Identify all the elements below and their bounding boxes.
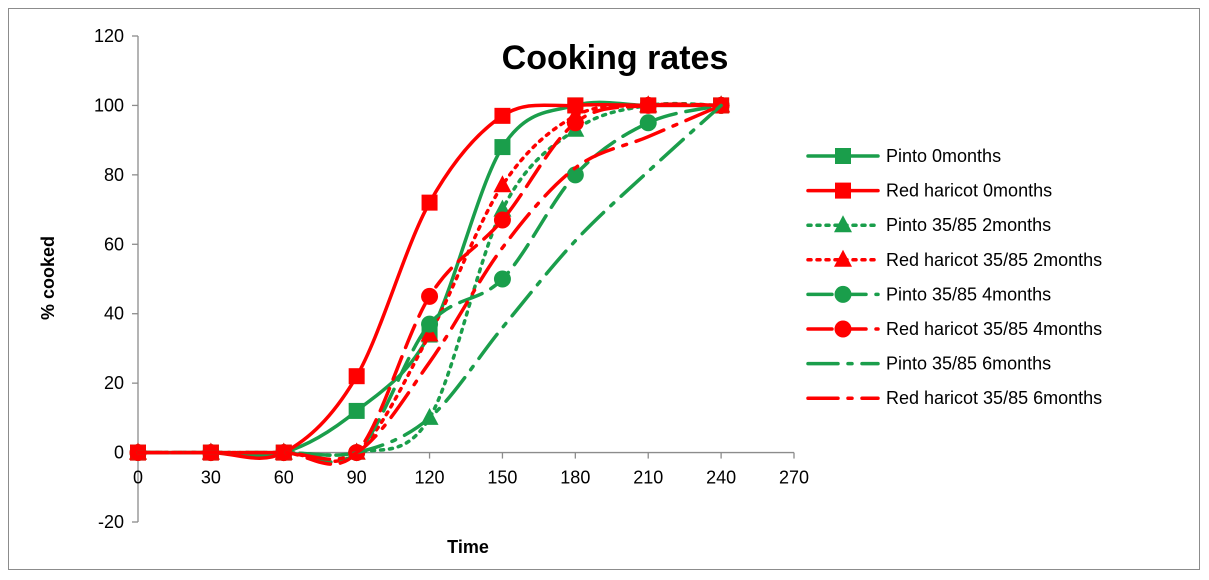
- chart-title: Cooking rates: [502, 39, 729, 77]
- data-point: [494, 139, 511, 156]
- series-2: [130, 97, 730, 461]
- legend-marker: [834, 249, 852, 267]
- x-tick-label: 240: [706, 468, 736, 488]
- data-point: [567, 97, 584, 114]
- x-tick-label: 180: [560, 468, 590, 488]
- x-tick-label: 0: [133, 468, 143, 488]
- x-tick-label: 90: [347, 468, 367, 488]
- legend-marker: [834, 215, 852, 233]
- data-point: [494, 107, 511, 124]
- y-tick-label: 0: [114, 443, 124, 463]
- data-point: [493, 211, 511, 229]
- x-tick-label: 210: [633, 468, 663, 488]
- x-tick-label: 150: [487, 468, 517, 488]
- y-tick-label: -20: [98, 512, 124, 532]
- legend-label: Pinto 35/85 6months: [886, 354, 1051, 374]
- legend-label: Pinto 0months: [886, 146, 1001, 166]
- series-5: [129, 96, 730, 464]
- legend-item: Red haricot 35/85 4months: [806, 319, 1102, 339]
- legend-item: Pinto 0months: [806, 146, 1001, 166]
- legend-label: Pinto 35/85 2months: [886, 215, 1051, 235]
- legend-marker: [834, 285, 852, 303]
- data-point: [348, 368, 365, 385]
- series-7: [136, 103, 723, 457]
- y-tick-label: 40: [104, 304, 124, 324]
- y-tick-label: 60: [104, 234, 124, 254]
- x-axis-title: Time: [447, 537, 489, 557]
- series-line: [136, 100, 723, 458]
- y-tick-label: 80: [104, 165, 124, 185]
- data-point: [639, 114, 657, 132]
- series-1: [130, 97, 730, 461]
- legend-item: Pinto 35/85 4months: [806, 284, 1051, 304]
- data-point: [421, 315, 439, 333]
- data-point: [493, 270, 511, 288]
- data-point: [420, 324, 439, 342]
- legend-item: Red haricot 35/85 6months: [806, 388, 1102, 408]
- series-line: [136, 102, 723, 463]
- legend-marker: [834, 320, 852, 338]
- legend-label: Red haricot 35/85 4months: [886, 319, 1102, 339]
- legend-item: Red haricot 0months: [806, 181, 1052, 201]
- series-4: [129, 95, 731, 463]
- x-tick-label: 270: [779, 468, 809, 488]
- data-point: [493, 175, 512, 193]
- data-point: [566, 166, 584, 184]
- data-point: [566, 114, 584, 132]
- data-point: [421, 287, 439, 305]
- legend-item: Red haricot 35/85 2months: [806, 249, 1102, 270]
- series-3: [129, 95, 731, 460]
- legend: Pinto 0months Red haricot 0months Pinto 35…: [806, 146, 1102, 408]
- x-tick-label: 30: [201, 468, 221, 488]
- data-point: [639, 96, 657, 114]
- y-tick-label: 120: [94, 26, 124, 46]
- y-tick-label: 100: [94, 95, 124, 115]
- legend-item: Pinto 35/85 6months: [806, 354, 1051, 374]
- legend-label: Red haricot 0months: [886, 181, 1052, 201]
- x-tick-label: 60: [274, 468, 294, 488]
- legend-label: Pinto 35/85 4months: [886, 284, 1051, 304]
- legend-marker: [835, 148, 851, 164]
- x-tick-label: 120: [415, 468, 445, 488]
- legend-label: Red haricot 35/85 6months: [886, 388, 1102, 408]
- series-8: [136, 103, 723, 461]
- y-axis-title: % cooked: [38, 236, 58, 320]
- data-point: [421, 194, 438, 211]
- series-layer: [129, 95, 731, 466]
- data-point: [348, 402, 365, 419]
- legend-item: Pinto 35/85 2months: [806, 215, 1051, 235]
- series-line: [136, 103, 723, 457]
- data-point: [275, 444, 293, 462]
- series-line: [136, 103, 723, 461]
- legend-marker: [835, 182, 851, 199]
- y-tick-label: 20: [104, 373, 124, 393]
- series-line: [136, 101, 723, 457]
- series-line: [136, 102, 723, 460]
- legend-label: Red haricot 35/85 2months: [886, 250, 1102, 270]
